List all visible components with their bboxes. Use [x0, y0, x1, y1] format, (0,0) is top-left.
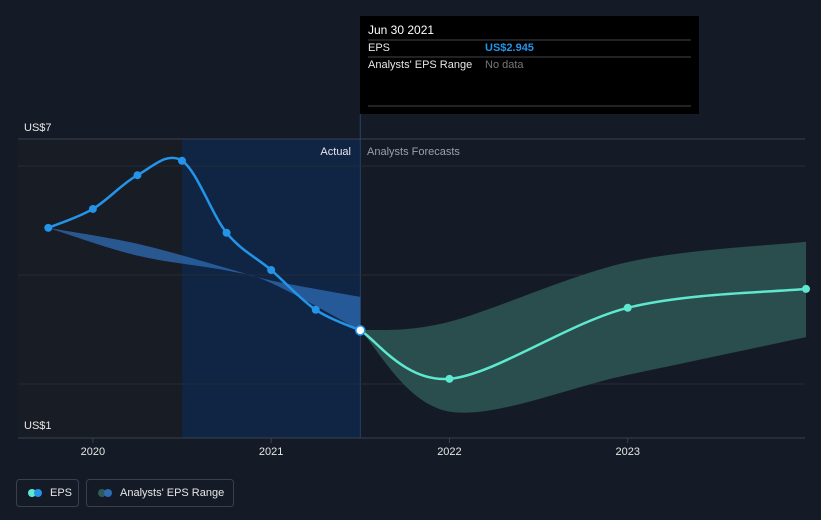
x-tick-label: 2023	[615, 446, 639, 458]
eps-forecast-line	[359, 287, 807, 381]
tooltip-eps-label: EPS	[368, 42, 390, 54]
x-tick-label: 2022	[437, 446, 461, 458]
eps-point	[178, 156, 187, 165]
tooltip-eps-value: US$2.945	[485, 42, 534, 54]
marks	[44, 156, 810, 413]
eps-range-band	[48, 227, 361, 331]
legend-dot	[34, 489, 42, 497]
y-tick-label: US$7	[24, 122, 52, 134]
x-tick-label: 2020	[81, 446, 105, 458]
eps-point	[445, 374, 454, 383]
actual-label: Actual	[320, 146, 351, 158]
tooltip: Jun 30 2021 EPS US$2.945 Analysts' EPS R…	[360, 16, 699, 114]
past-shade	[18, 139, 183, 438]
eps-point	[802, 284, 810, 293]
eps-point	[267, 266, 276, 275]
legend-eps-button[interactable]	[16, 479, 79, 507]
tooltip-box	[360, 16, 699, 114]
plot-area	[18, 114, 361, 438]
eps-point	[133, 171, 142, 180]
tooltip-range-label: Analysts' EPS Range	[368, 59, 472, 71]
legend-label: EPS	[50, 487, 72, 499]
legend-dot	[104, 489, 112, 497]
highlight-shade	[182, 139, 361, 438]
eps-point	[44, 223, 53, 232]
forecast-label: Analysts Forecasts	[367, 146, 460, 158]
legend-range-button[interactable]	[86, 479, 234, 507]
legend: EPS Analysts' EPS Range	[16, 479, 234, 507]
legend-dot	[98, 489, 106, 497]
tooltip-date: Jun 30 2021	[368, 23, 434, 37]
legend-label: Analysts' EPS Range	[120, 487, 224, 499]
x-tick-label: 2021	[259, 446, 283, 458]
eps-actual-line	[47, 156, 361, 332]
eps-point	[88, 204, 97, 213]
eps-point	[311, 305, 320, 314]
eps-point	[222, 228, 231, 237]
eps-point	[623, 303, 632, 312]
eps-point	[355, 325, 366, 336]
y-tick-label: US$1	[24, 420, 52, 432]
tooltip-range-value: No data	[485, 59, 524, 71]
legend-dot	[28, 489, 36, 497]
eps-range-band	[360, 241, 806, 413]
